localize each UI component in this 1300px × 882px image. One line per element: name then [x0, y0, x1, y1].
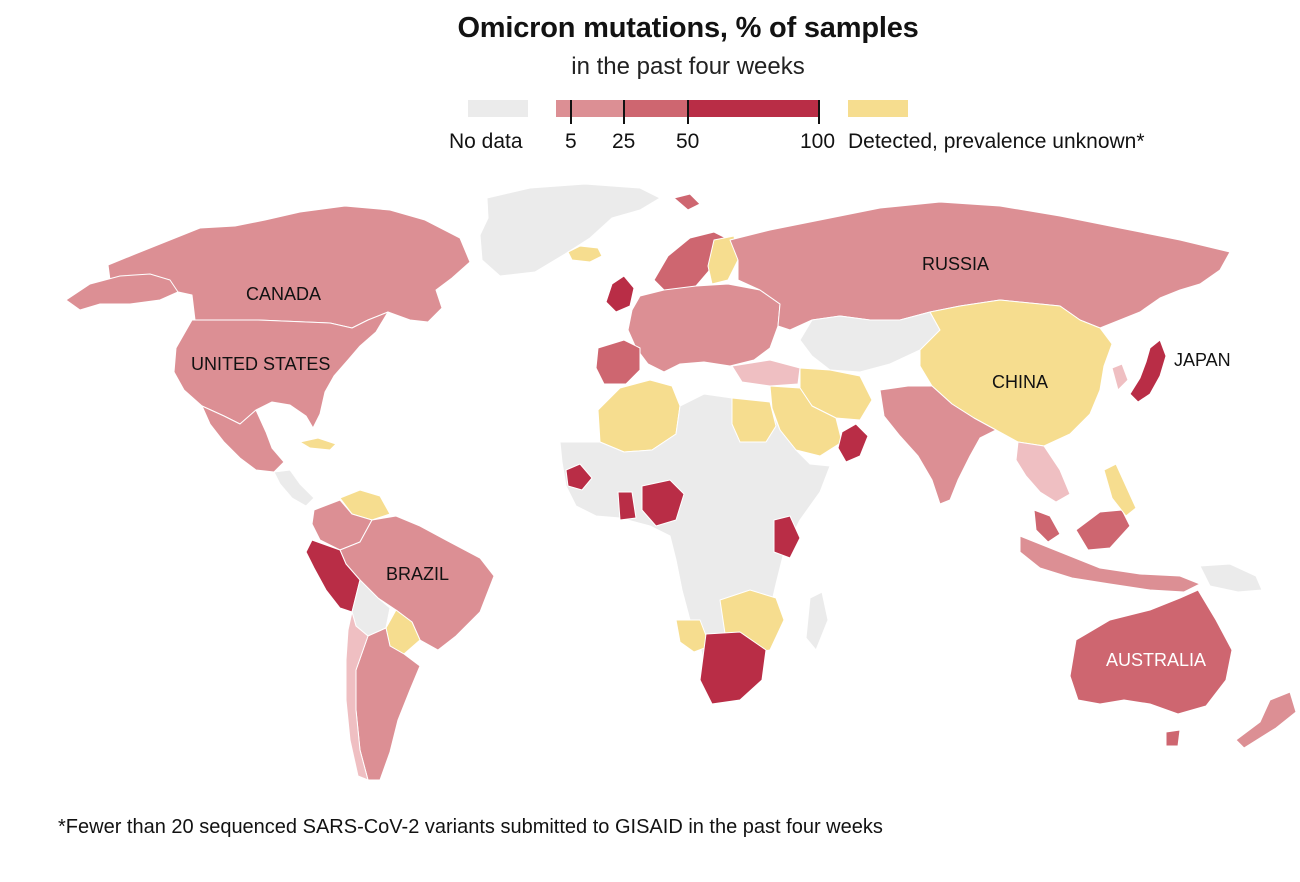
- legend-label-5: 5: [565, 130, 577, 153]
- legend-label-no-data: No data: [449, 130, 523, 153]
- label-china: CHINA: [992, 372, 1048, 392]
- region-iberia: [595, 339, 641, 385]
- legend-tick-100: [818, 100, 820, 124]
- region-mexico: [201, 405, 285, 473]
- region-malaysia: [1033, 509, 1061, 543]
- region-tasmania: [1165, 729, 1181, 747]
- footnote: *Fewer than 20 sequenced SARS-CoV-2 vari…: [58, 816, 883, 838]
- region-uk: [605, 275, 635, 313]
- region-india: [879, 385, 997, 505]
- legend-label-25: 25: [612, 130, 636, 153]
- label-australia: AUSTRALIA: [1106, 650, 1206, 670]
- world-map-svg: CANADA UNITED STATES BRAZIL RUSSIA CHINA…: [65, 183, 1297, 781]
- region-europe: [627, 283, 781, 373]
- chart-title: Omicron mutations, % of samples: [457, 12, 919, 44]
- region-nigeria: [641, 479, 685, 527]
- region-madagascar: [805, 591, 829, 651]
- region-svalbard: [673, 193, 701, 211]
- world-map: CANADA UNITED STATES BRAZIL RUSSIA CHINA…: [0, 180, 1300, 800]
- legend-swatch-25-50: [624, 100, 687, 117]
- label-russia: RUSSIA: [922, 254, 989, 274]
- region-new-zealand: [1235, 691, 1297, 749]
- region-west-africa: [565, 463, 593, 491]
- legend-swatch-detected: [848, 100, 908, 117]
- label-japan: JAPAN: [1174, 350, 1231, 370]
- region-china: [919, 299, 1113, 447]
- legend-tick-25: [623, 100, 625, 124]
- legend-tick-50: [687, 100, 689, 124]
- legend-tick-5: [570, 100, 572, 124]
- legend-swatch-50-100: [687, 100, 819, 117]
- region-oman: [837, 423, 869, 463]
- label-brazil: BRAZIL: [386, 564, 449, 584]
- legend-swatch-no-data: [468, 100, 528, 117]
- region-caribbean: [299, 437, 337, 451]
- region-saudi: [769, 385, 843, 457]
- legend-label-detected: Detected, prevalence unknown*: [848, 130, 1145, 153]
- region-japan: [1129, 339, 1167, 403]
- region-egypt: [731, 397, 777, 443]
- region-united-states: [173, 311, 389, 429]
- region-turkey: [731, 359, 801, 387]
- region-australia: [1069, 589, 1233, 715]
- label-canada: CANADA: [246, 284, 321, 304]
- region-greenland: [479, 183, 661, 277]
- region-ghana: [617, 491, 637, 521]
- region-indonesia: [1019, 535, 1201, 593]
- region-central-america: [273, 469, 315, 507]
- region-argentina: [355, 627, 421, 781]
- region-peru: [305, 539, 361, 613]
- region-kenya: [773, 515, 801, 559]
- legend-label-50: 50: [676, 130, 700, 153]
- region-finland: [707, 235, 739, 285]
- region-korea: [1111, 363, 1129, 391]
- legend-swatch-5-25: [556, 100, 624, 117]
- region-philippines: [1103, 463, 1137, 517]
- region-southeast-asia: [1015, 441, 1071, 503]
- region-south-africa: [699, 631, 767, 705]
- region-chile: [345, 611, 369, 781]
- region-angola: [675, 619, 711, 653]
- label-united-states: UNITED STATES: [191, 354, 330, 374]
- region-canada: [107, 205, 471, 329]
- region-iceland: [567, 245, 603, 263]
- legend-label-100: 100: [800, 130, 836, 153]
- chart-subtitle: in the past four weeks: [571, 53, 805, 80]
- region-png: [1199, 563, 1263, 593]
- region-alaska: [65, 273, 179, 311]
- region-borneo: [1075, 509, 1131, 551]
- region-central-asia: [799, 311, 941, 373]
